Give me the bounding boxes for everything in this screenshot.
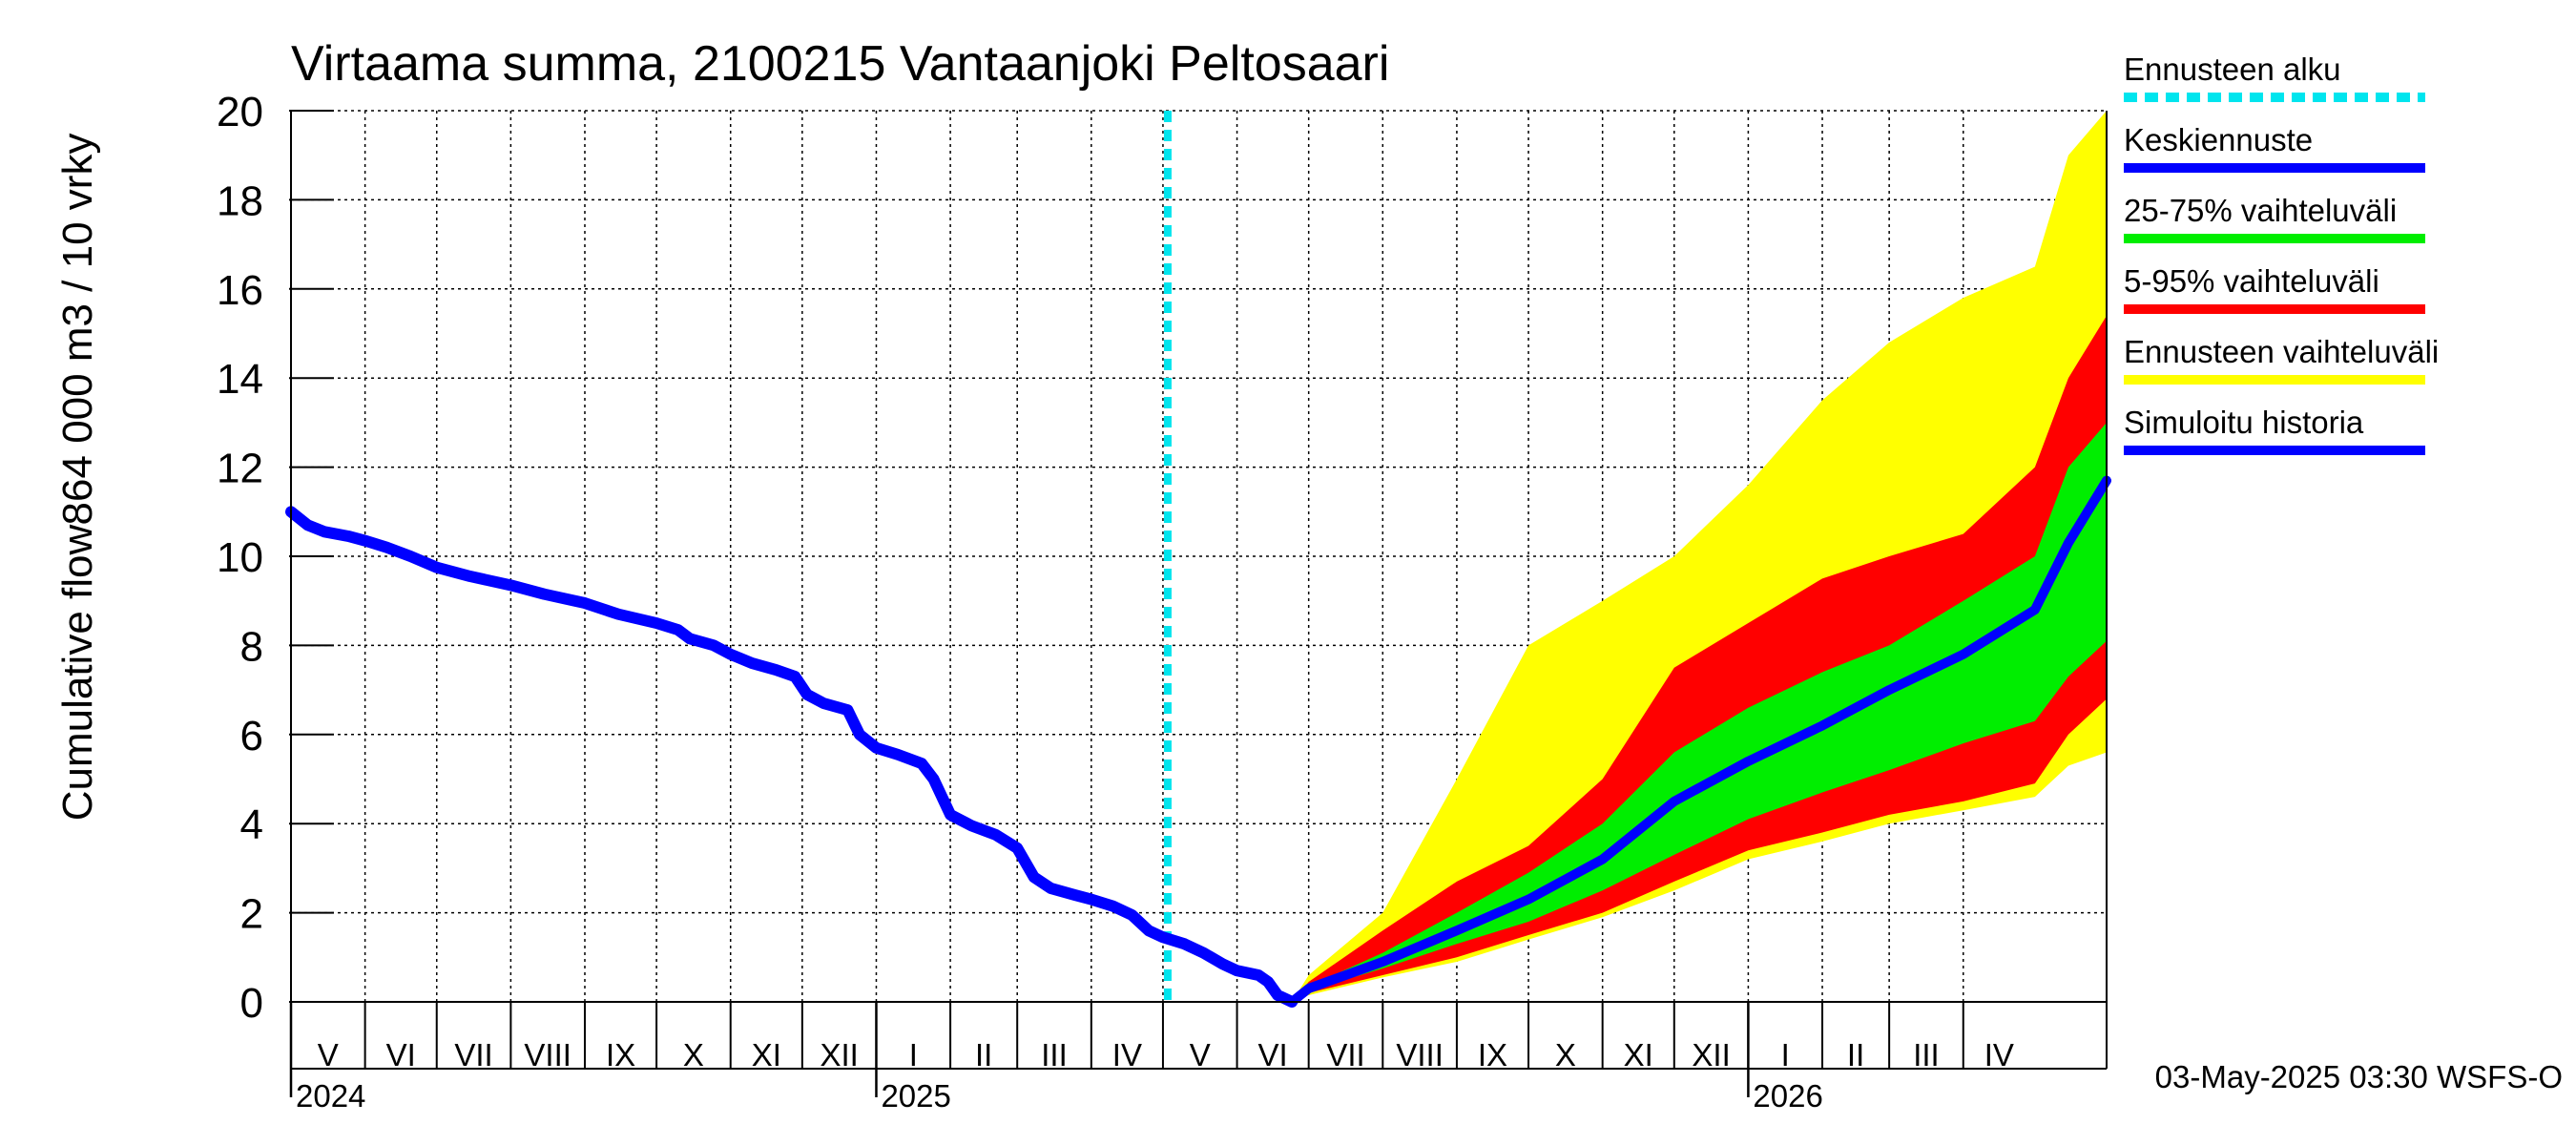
y-axis-label-line1: Cumulative flow: [54, 525, 101, 822]
y-tick-label: 16: [217, 267, 263, 314]
month-label: III: [1041, 1037, 1068, 1072]
y-tick-label: 0: [240, 980, 263, 1027]
plot-frame: [290, 111, 2108, 1070]
year-label: 2024: [296, 1078, 365, 1114]
y-axis: 0 2 4 6 8 10 12 14 16 18 20: [217, 89, 334, 1027]
legend-label: 25-75% vaihteluväli: [2124, 193, 2397, 228]
y-tick-label: 6: [240, 713, 263, 760]
legend-label: Simuloitu historia: [2124, 405, 2364, 440]
y-tick-label: 18: [217, 177, 263, 224]
month-label: X: [683, 1037, 704, 1072]
month-label: XII: [1692, 1037, 1730, 1072]
grid: [291, 110, 2107, 1003]
month-label: X: [1555, 1037, 1576, 1072]
month-label: II: [1847, 1037, 1864, 1072]
month-label: XI: [752, 1037, 781, 1072]
y-tick-label: 20: [217, 89, 263, 135]
month-label: II: [975, 1037, 992, 1072]
legend-label: Keskiennuste: [2124, 122, 2313, 157]
history-line: [285, 506, 1298, 1008]
month-label: VIII: [1396, 1037, 1444, 1072]
month-label: I: [909, 1037, 918, 1072]
y-tick-label: 12: [217, 446, 263, 492]
legend: Ennusteen alku Keskiennuste 25-75% vaihtel…: [2124, 52, 2439, 455]
month-label: IV: [1984, 1037, 2014, 1072]
month-label: IX: [1478, 1037, 1507, 1072]
p5-95-band: [1292, 315, 2107, 1002]
y-axis-label-line2: 864 000 m3 / 10 vrky: [54, 134, 101, 526]
month-label: VI: [386, 1037, 416, 1072]
y-tick-label: 14: [217, 356, 263, 403]
month-label: XII: [820, 1037, 858, 1072]
month-label: VI: [1258, 1037, 1288, 1072]
month-label: III: [1913, 1037, 1940, 1072]
legend-label: 5-95% vaihteluväli: [2124, 263, 2379, 299]
month-label: V: [318, 1037, 339, 1072]
forecast-bands: [1292, 111, 2107, 1002]
series-lines: [285, 111, 2111, 1008]
x-axis: V VI VII VIII IX X XI XII I II III IV V VI VII VIII IX X X…: [289, 1002, 2108, 1114]
month-label: I: [1781, 1037, 1790, 1072]
month-label: VII: [1326, 1037, 1364, 1072]
month-label: XI: [1624, 1037, 1653, 1072]
y-tick-label: 4: [240, 802, 263, 848]
year-label: 2025: [881, 1078, 950, 1114]
mean-forecast-line: [1287, 475, 2111, 1007]
y-tick-label: 10: [217, 534, 263, 581]
month-label: IV: [1112, 1037, 1142, 1072]
legend-label: Ennusteen alku: [2124, 52, 2341, 87]
month-label: VII: [454, 1037, 492, 1072]
y-tick-label: 2: [240, 891, 263, 938]
month-label: IX: [606, 1037, 635, 1072]
timestamp: 03-May-2025 03:30 WSFS-O: [2155, 1059, 2563, 1094]
y-tick-label: 8: [240, 623, 263, 670]
legend-label: Ennusteen vaihteluväli: [2124, 334, 2439, 369]
month-label: VIII: [524, 1037, 571, 1072]
p25-75-band: [1292, 422, 2107, 1002]
chart-title: Virtaama summa, 2100215 Vantaanjoki Pelt…: [291, 36, 1389, 92]
month-label: V: [1190, 1037, 1211, 1072]
year-label: 2026: [1753, 1078, 1822, 1114]
